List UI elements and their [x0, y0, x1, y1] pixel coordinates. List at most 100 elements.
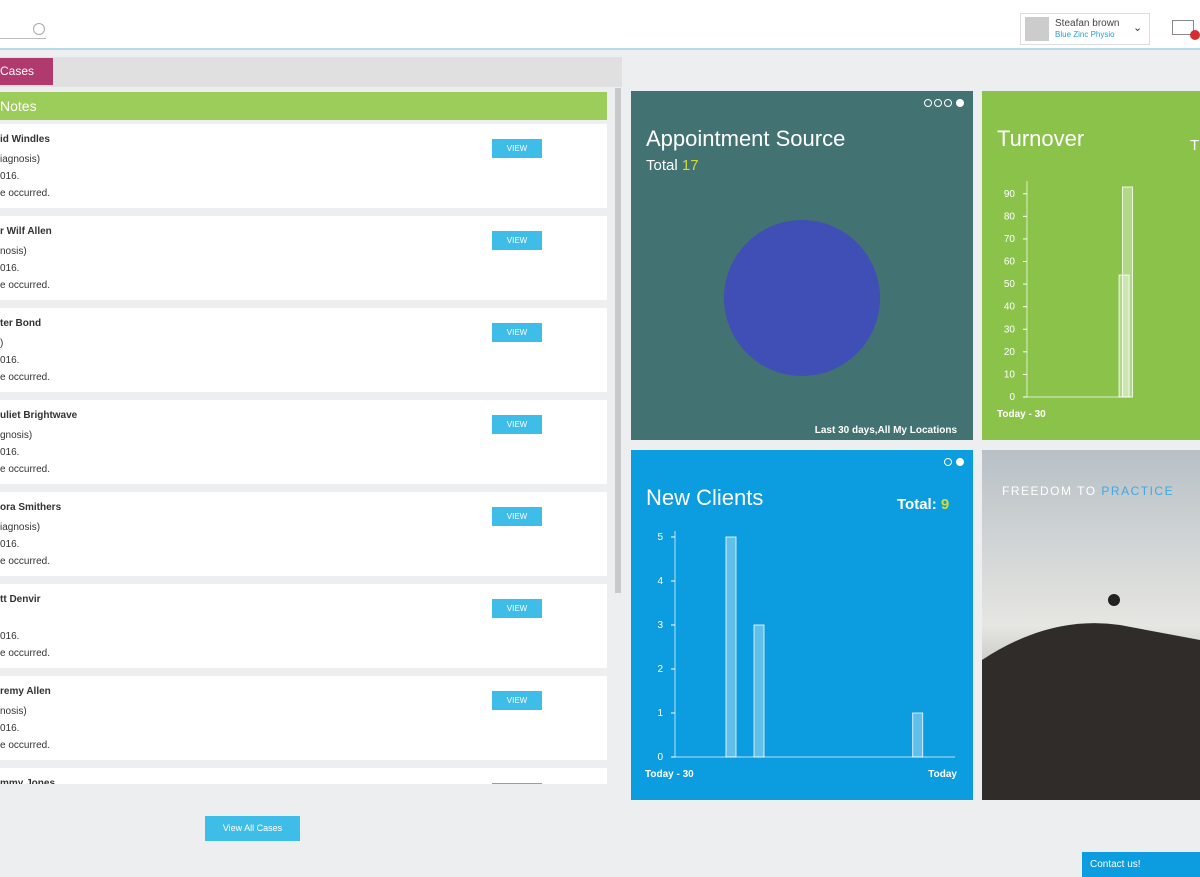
x-tick-label: Today - 30	[997, 409, 1046, 420]
note-line: 016.	[0, 631, 20, 642]
note-line: 016.	[0, 263, 20, 274]
note-line: nosis)	[0, 246, 27, 257]
note-line: e occurred.	[0, 464, 51, 475]
notes-list: id Windles iagnosis) 016. e occurred. VIEW r …	[0, 124, 607, 784]
mail-badge	[1190, 30, 1200, 40]
notes-header: Notes	[0, 92, 607, 120]
y-tick-label: 1	[657, 708, 663, 719]
pie-slice	[724, 220, 880, 376]
note-card[interactable]: ora Smithers iagnosis) 016. e occurred. VIEW	[0, 492, 607, 576]
note-card[interactable]: uliet Brightwave gnosis) 016. e occurred. VI…	[0, 400, 607, 484]
contact-button[interactable]: Contact us!	[1082, 852, 1200, 877]
note-card[interactable]: mmy Jones VIEW	[0, 768, 607, 784]
total-value: 17	[682, 157, 699, 174]
note-line: e occurred.	[0, 188, 51, 199]
x-tick-label: Today - 30	[645, 769, 694, 780]
note-line: e occurred.	[0, 280, 51, 291]
y-tick-label: 30	[1004, 324, 1016, 335]
view-button[interactable]: VIEW	[492, 231, 542, 250]
bar	[753, 624, 765, 758]
note-line: 016.	[0, 355, 20, 366]
widget-title: Turnover	[997, 126, 1084, 151]
note-line: e occurred.	[0, 372, 51, 383]
y-tick-label: 2	[657, 664, 663, 675]
mail-icon[interactable]	[1172, 20, 1194, 35]
rock	[982, 623, 1200, 800]
note-line: )	[0, 338, 4, 349]
banner-text: PRACTICE	[1101, 484, 1174, 498]
y-tick-label: 0	[1009, 392, 1015, 403]
avatar	[1025, 17, 1049, 41]
patient-name: ora Smithers	[0, 502, 62, 513]
person	[1108, 594, 1120, 606]
bar	[725, 536, 737, 758]
widget-title: Appointment Source	[646, 126, 845, 151]
footer: Last 30 days,All My Locations	[815, 425, 958, 436]
total-label: Total:	[897, 496, 937, 513]
note-card[interactable]: r Wilf Allen nosis) 016. e occurred. VIEW	[0, 216, 607, 300]
total-label: T	[1190, 137, 1199, 154]
patient-name: r Wilf Allen	[0, 226, 52, 237]
note-line: iagnosis)	[0, 154, 41, 165]
note-line: e occurred.	[0, 556, 51, 567]
turnover-panel	[982, 91, 1200, 440]
patient-name: remy Allen	[0, 686, 51, 697]
view-button[interactable]: VIEW	[492, 691, 542, 710]
tab-cases[interactable]: Cases	[0, 58, 53, 85]
y-tick-label: 4	[657, 576, 663, 587]
bar	[912, 712, 924, 758]
bar	[1122, 186, 1134, 398]
note-line: e occurred.	[0, 740, 51, 751]
search-icon[interactable]	[33, 23, 45, 35]
y-tick-label: 3	[657, 620, 663, 631]
scrollbar[interactable]	[615, 88, 621, 593]
user-menu[interactable]: Steafan brown Blue Zinc Physio ⌄	[1020, 13, 1150, 45]
patient-name: id Windles	[0, 134, 50, 145]
carousel-dots	[924, 99, 964, 466]
y-tick-label: 70	[1004, 234, 1016, 245]
search-field[interactable]	[0, 38, 46, 39]
banner-text: FREEDOM TO	[1002, 484, 1097, 498]
note-line: 016.	[0, 447, 20, 458]
view-button[interactable]: VIEW	[492, 507, 542, 526]
y-tick-label: 5	[657, 532, 663, 543]
view-button[interactable]: VIEW	[492, 139, 542, 158]
note-card[interactable]: id Windles iagnosis) 016. e occurred. VIEW	[0, 124, 607, 208]
user-org: Blue Zinc Physio	[1055, 30, 1115, 39]
y-tick-label: 60	[1004, 257, 1016, 268]
y-tick-label: 20	[1004, 347, 1016, 358]
note-line: 016.	[0, 171, 20, 182]
view-button[interactable]: VIEW	[492, 415, 542, 434]
tab-bar	[0, 57, 622, 87]
dropdown-arrow: ⌄	[1133, 22, 1143, 34]
note-line: 016.	[0, 539, 20, 550]
patient-name: ter Bond	[0, 318, 42, 329]
note-card[interactable]: tt Denvir 016. e occurred. VIEW	[0, 584, 607, 668]
x-tick-label: Today	[928, 769, 957, 780]
view-button[interactable]: VIEW	[492, 323, 542, 342]
top-bar: Steafan brown Blue Zinc Physio ⌄	[0, 0, 1200, 50]
clients-panel	[631, 450, 973, 800]
y-tick-label: 50	[1004, 279, 1016, 290]
total-label: Total 17	[646, 157, 699, 174]
view-all-button[interactable]: View All Cases	[205, 816, 300, 841]
widget-title: New Clients	[646, 485, 763, 510]
note-card[interactable]: remy Allen nosis) 016. e occurred. VIEW	[0, 676, 607, 760]
note-card[interactable]: ter Bond) 016. e occurred. VIEW	[0, 308, 607, 392]
user-name: Steafan brown	[1055, 18, 1120, 29]
total-value: 9	[941, 496, 949, 513]
patient-name: mmy Jones	[0, 778, 56, 784]
note-line: iagnosis)	[0, 522, 41, 533]
y-tick-label: 90	[1004, 189, 1016, 200]
patient-name: uliet Brightwave	[0, 410, 78, 421]
y-tick-label: 40	[1004, 302, 1016, 313]
y-tick-label: 80	[1004, 211, 1016, 222]
total-label: Total	[646, 157, 678, 174]
total-label: Total: 9	[897, 496, 949, 513]
patient-name: tt Denvir	[0, 594, 41, 605]
view-button[interactable]: VIEW	[492, 783, 542, 784]
note-line: e occurred.	[0, 648, 51, 659]
view-button[interactable]: VIEW	[492, 599, 542, 618]
note-line: gnosis)	[0, 430, 33, 441]
